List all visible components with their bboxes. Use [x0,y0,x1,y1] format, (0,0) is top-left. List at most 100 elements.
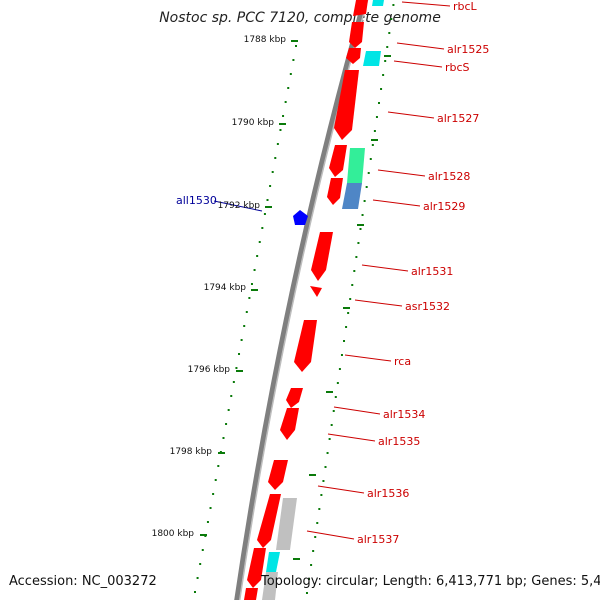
kbp-tick-label: 1796 kbp [188,365,231,375]
right-track-dash [371,139,378,141]
features [244,0,384,600]
gene-alr1529-steel[interactable] [342,183,362,209]
right-track-dot [390,18,393,20]
right-track-dot [371,144,374,146]
gene-label[interactable]: rbcS [445,61,470,74]
right-track-dot [312,550,315,552]
gene-label-reverse[interactable]: all1530 [176,194,217,207]
left-track-dot [227,409,230,411]
gene-alr1535-arrow[interactable] [280,408,299,440]
gene-asr1532-arrow[interactable] [310,286,322,297]
right-track-dot [361,214,364,216]
gene-alr1528-arrow[interactable] [329,145,347,177]
right-track-dot [328,438,331,440]
gene-label[interactable]: asr1532 [405,300,450,313]
right-track-dot [324,466,327,468]
left-track-dot [212,493,215,495]
kbp-tick-mark [251,289,258,291]
gene-bottom-cyan[interactable] [266,552,280,572]
gene-label[interactable]: alr1527 [437,112,479,125]
gene-label[interactable]: rca [394,355,411,368]
gene-alr1534-arrow[interactable] [286,388,303,408]
right-track-dot [338,368,341,370]
right-track-dash [384,55,391,57]
gene-bottom-grey[interactable] [262,572,278,600]
left-track-dot [263,213,266,215]
right-track-dot [349,298,352,300]
left-track-dot [214,479,217,481]
right-track-dash [309,474,316,476]
gene-label[interactable]: alr1535 [378,435,420,448]
gene-rbcL-arrow[interactable] [353,0,368,16]
right-track-dash [293,558,300,560]
left-track-dot [238,353,241,355]
gene-alr1528-green[interactable] [347,148,365,183]
kbp-tick-label: 1790 kbp [232,118,275,128]
gene-label[interactable]: alr1525 [447,43,489,56]
left-track-dot [248,297,251,299]
gene-alr1537-grey[interactable] [276,498,297,550]
right-track-dot [367,172,370,174]
left-track-dot [276,143,279,145]
kbp-axis: 1788 kbp 1790 kbp 1792 kbp 1794 kbp 1796… [152,35,287,539]
kbp-tick-label: 1792 kbp [218,201,261,211]
right-track-dot [308,578,311,580]
left-track-dot [253,269,256,271]
gene-label[interactable]: alr1528 [428,170,470,183]
right-track-dot [355,256,358,258]
gene-alr1537-arrow[interactable] [257,494,281,548]
map-title: Nostoc sp. PCC 7120, complete genome [159,10,441,26]
right-track-dot [380,88,383,90]
kbp-tick-mark [236,370,243,372]
gene-all1530-arrow[interactable] [293,210,308,225]
gene-label[interactable]: alr1536 [367,487,409,500]
right-track-dot [310,564,313,566]
left-track-dot [256,255,259,257]
right-track-dot [384,60,387,62]
left-track-dot [206,521,209,523]
right-track-dot [336,382,339,384]
right-track-dash [357,224,364,226]
gene-alr1531-arrow[interactable] [311,232,333,281]
right-track-dot [345,326,348,328]
left-track-dot [266,199,269,201]
right-track-dot [326,452,329,454]
gene-bottom-red-b[interactable] [244,588,258,600]
left-track-dot [271,171,274,173]
kbp-tick-mark [218,452,225,454]
left-track-dot [245,311,248,313]
left-track-dot [201,549,204,551]
left-track-dot [225,423,228,425]
left-track-dot [250,283,253,285]
gene-alr1529-arrow[interactable] [327,178,343,205]
gene-label[interactable]: alr1531 [411,265,453,278]
gene-alr1527-arrow[interactable] [334,70,359,140]
gene-alr1536-arrow[interactable] [268,460,288,490]
gene-label[interactable]: alr1529 [423,200,465,213]
right-track-dot [330,424,333,426]
right-track-dot [351,284,354,286]
gene-rbcS-cyan[interactable] [363,51,381,66]
gene-label[interactable]: alr1537 [357,533,399,546]
right-track-dot [318,508,321,510]
right-track-dot [353,270,356,272]
gene-bottom-red-a[interactable] [247,548,266,588]
left-track-dot [261,227,264,229]
gene-labels: rbcL alr1525 rbcS alr1527 alr1528 alr152… [357,0,489,546]
gene-rca-arrow[interactable] [294,320,317,372]
left-track-dot [279,129,282,131]
leader-lines [306,1,451,540]
left-track-dot [235,367,238,369]
gene-label[interactable]: rbcL [453,0,478,13]
right-track-dash [343,307,350,309]
left-track-dot [232,381,235,383]
leader-all1530 [213,200,263,212]
gene-rbcL-cyan[interactable] [372,0,384,6]
gene-alr1525b-arrow[interactable] [346,48,361,64]
right-track-dot [375,116,378,118]
gene-alr1525-arrow[interactable] [349,22,364,48]
gene-label[interactable]: alr1534 [383,408,425,421]
left-track-dot [196,577,199,579]
left-track-dot [258,241,261,243]
